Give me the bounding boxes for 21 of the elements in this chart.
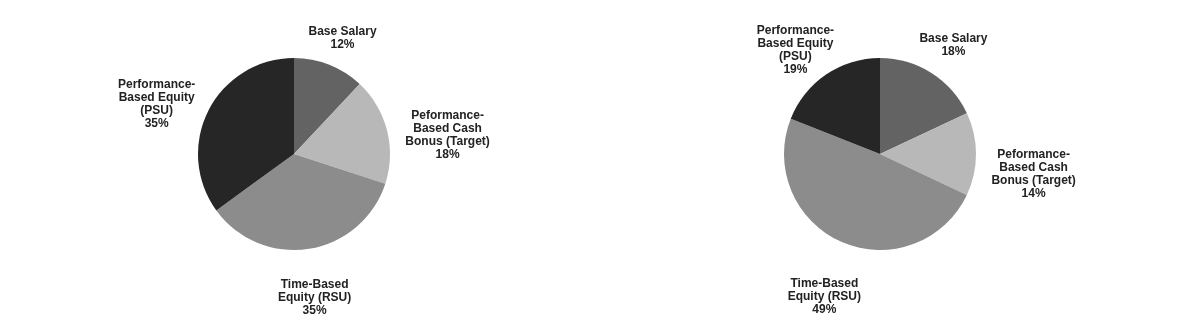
pie-slice xyxy=(784,118,967,250)
pie-slice xyxy=(880,113,976,195)
data-label: 18% xyxy=(941,44,966,59)
pie-slice xyxy=(880,58,967,154)
slice-label: Peformance-Based Cash Bonus (Target) xyxy=(405,107,490,148)
data-label: 35% xyxy=(144,116,169,131)
slice-label: Time-Based Equity (RSU) xyxy=(787,275,862,303)
data-label: 35% xyxy=(302,303,327,318)
pie-slice xyxy=(294,84,390,184)
pie-slice xyxy=(216,154,386,250)
data-label: 19% xyxy=(783,61,808,76)
pie-slice xyxy=(294,58,360,154)
slice-label: Performance-Based Equity (PSU) xyxy=(756,22,835,63)
pie-slice xyxy=(198,58,294,211)
slice-label: Time-Based Equity (RSU) xyxy=(277,277,352,305)
slice-label: Performance-Based Equity (PSU) xyxy=(117,77,196,118)
slice-label: Base Salary xyxy=(919,31,988,46)
data-label: 12% xyxy=(330,37,355,52)
data-label: 14% xyxy=(1021,186,1046,200)
slice-label: Base Salary xyxy=(308,24,377,39)
slice-label: Peformance-Based Cash Bonus (Target) xyxy=(991,147,1076,187)
